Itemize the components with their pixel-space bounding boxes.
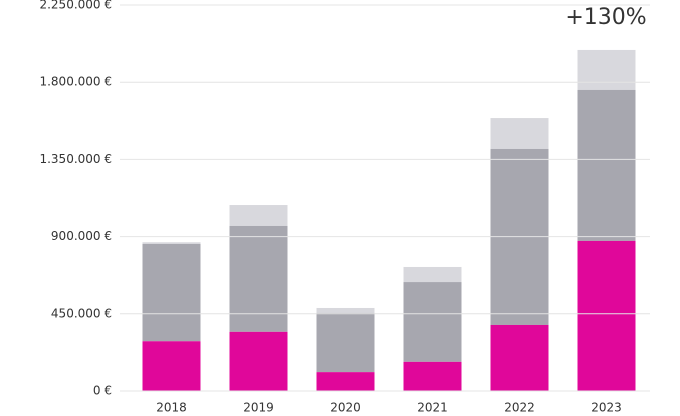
bar-segment <box>577 240 636 391</box>
annotation: +130% <box>565 5 646 30</box>
bar-segment <box>490 324 549 391</box>
bar-segment <box>577 49 636 90</box>
bar-segment <box>142 341 201 391</box>
x-tick-label: 2019 <box>243 401 274 415</box>
bar-segment <box>316 307 375 313</box>
bar-segment <box>316 372 375 391</box>
bar-segment <box>577 89 636 241</box>
bar-segment <box>316 312 375 373</box>
bar-segment <box>229 331 288 391</box>
x-tick-label: 2022 <box>504 401 535 415</box>
bar-segment <box>229 225 288 332</box>
y-tick-label: 450.000 € <box>51 306 112 320</box>
y-tick-label: 2.250.000 € <box>39 0 112 12</box>
bar-segment <box>142 242 201 244</box>
y-tick-label: 1.350.000 € <box>39 152 112 166</box>
x-tick-label: 2021 <box>417 401 448 415</box>
x-tick-label: 2023 <box>591 401 622 415</box>
bar-segment <box>403 361 462 391</box>
bar-segment <box>142 243 201 342</box>
x-tick-label: 2018 <box>156 401 187 415</box>
bar-segment <box>229 205 288 226</box>
y-tick-label: 0 € <box>93 384 112 398</box>
y-tick-label: 900.000 € <box>51 229 112 243</box>
bar-segment <box>403 266 462 283</box>
bar-segment <box>403 282 462 362</box>
x-tick-label: 2020 <box>330 401 361 415</box>
y-tick-label: 1.800.000 € <box>39 75 112 89</box>
bar-segment <box>490 118 549 149</box>
